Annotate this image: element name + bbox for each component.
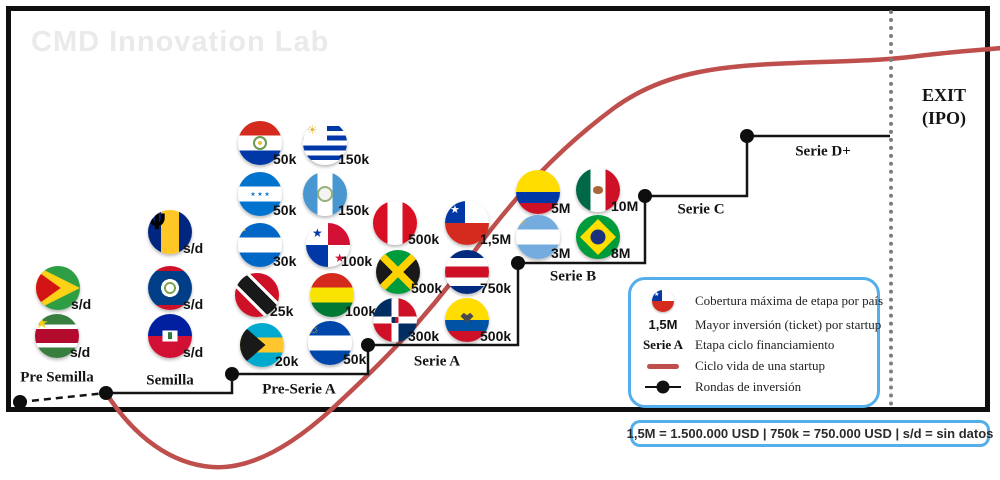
investment-value: 50k: [273, 202, 297, 218]
flag-honduras-icon: [238, 172, 282, 216]
stage-label-serie-c: Serie C: [677, 201, 725, 218]
flag-paraguay-icon: [238, 121, 282, 165]
investment-value: 150k: [338, 202, 370, 218]
investment-value: 500k: [480, 328, 512, 344]
legend-item-lifecycle: Ciclo vida de una startup: [637, 358, 869, 374]
legend-label: Mayor inversión (ticket) por startup: [695, 316, 882, 332]
legend-label: Cobertura máxima de etapa por país: [695, 292, 884, 308]
investment-value: 500k: [408, 231, 440, 247]
legend-label: Rondas de inversión: [695, 379, 802, 395]
ticket-value-icon: 1,5M: [648, 317, 678, 333]
investment-value: 150k: [338, 151, 370, 167]
flag-mexico-icon: [576, 168, 620, 212]
legend-item-ticket: 1,5M Mayor inversión (ticket) por startu…: [637, 317, 882, 333]
investment-value: 50k: [343, 351, 367, 367]
flag-trinidad-y-tobago-icon: [235, 273, 279, 317]
flag-colombia-icon: [516, 170, 560, 214]
footnote-text: 1,5M = 1.500.000 USD | 750k = 750.000 US…: [626, 426, 994, 441]
flag-el-salvador-icon: [308, 321, 352, 365]
investment-value: s/d: [183, 296, 204, 312]
round-marker-icon: [645, 380, 681, 394]
exit-line1: EXIT: [921, 85, 966, 105]
flag-costa-rica-icon: [445, 250, 489, 294]
investment-value: 5M: [551, 200, 571, 216]
stage-label-serie-b: Serie B: [549, 268, 597, 285]
investment-value: s/d: [70, 344, 91, 360]
investment-value: 3M: [551, 245, 571, 261]
legend-label: Etapa ciclo financiamiento: [695, 337, 835, 353]
flag-peru-icon: [373, 201, 417, 245]
flag-ecuador-icon: [445, 298, 489, 342]
stage-label-pre-semilla: Pre Semilla: [20, 369, 94, 386]
flag-nicaragua-icon: [238, 223, 282, 267]
investment-value: 100k: [341, 253, 373, 269]
flag-haiti-icon: [148, 314, 192, 358]
flag-uruguay-icon: [303, 121, 347, 165]
investment-value: 100k: [345, 303, 377, 319]
legend-item-rounds: Rondas de inversión: [637, 379, 869, 395]
investment-value: 300k: [408, 328, 440, 344]
legend-label: Ciclo vida de una startup: [695, 358, 825, 374]
investment-value: 30k: [273, 253, 297, 269]
investment-value: 10M: [611, 198, 639, 214]
exit-line2: (IPO): [922, 107, 966, 128]
exit-divider-dotted-line: [889, 10, 893, 406]
flag-chile-icon: [445, 201, 489, 245]
investment-value: 750k: [480, 280, 512, 296]
flag-panama-icon: [306, 223, 350, 267]
watermark: CMD Innovation Lab: [31, 26, 330, 58]
stage-label-semilla: Semilla: [146, 372, 194, 389]
flag-argentina-icon: [516, 215, 560, 259]
stage-label-pre-serie-a: Pre-Serie A: [262, 381, 336, 398]
flag-bolivia-icon: [310, 273, 354, 317]
investment-value: s/d: [71, 296, 92, 312]
investment-value: s/d: [183, 240, 204, 256]
stage-text-icon: Serie A: [642, 337, 684, 353]
flag-guyana-icon: [36, 266, 80, 310]
investment-value: 50k: [273, 151, 297, 167]
investment-value: 500k: [411, 280, 443, 296]
flag-jamaica-icon: [376, 250, 420, 294]
legend-item-stage: Serie A Etapa ciclo financiamiento: [637, 337, 869, 353]
flag-republica-dominicana-icon: [373, 298, 417, 342]
investment-value: 8M: [611, 245, 631, 261]
investment-value: 25k: [270, 303, 294, 319]
stage-label-serie-a: Serie A: [413, 353, 461, 370]
investment-value: s/d: [183, 344, 204, 360]
flag-brasil-icon: [576, 215, 620, 259]
flag-bahamas-icon: [240, 323, 284, 367]
legend-box: Cobertura máxima de etapa por país 1,5M …: [628, 277, 883, 408]
investment-value: 1,5M: [480, 231, 512, 247]
footnote-box: 1,5M = 1.500.000 USD | 750k = 750.000 US…: [627, 420, 993, 447]
exit-label: EXIT (IPO): [902, 84, 986, 129]
stage-label-serie-d+: Serie D+: [795, 143, 851, 160]
flag-suriname-icon: [35, 314, 79, 358]
lifecycle-line-icon: [647, 363, 679, 369]
chile-flag-icon: [652, 289, 674, 312]
flag-belize-icon: [148, 266, 192, 310]
flag-barbados-icon: [148, 210, 192, 254]
investment-value: 20k: [275, 353, 299, 369]
legend-item-coverage: Cobertura máxima de etapa por país: [637, 289, 883, 312]
flag-guatemala-icon: [303, 172, 347, 216]
